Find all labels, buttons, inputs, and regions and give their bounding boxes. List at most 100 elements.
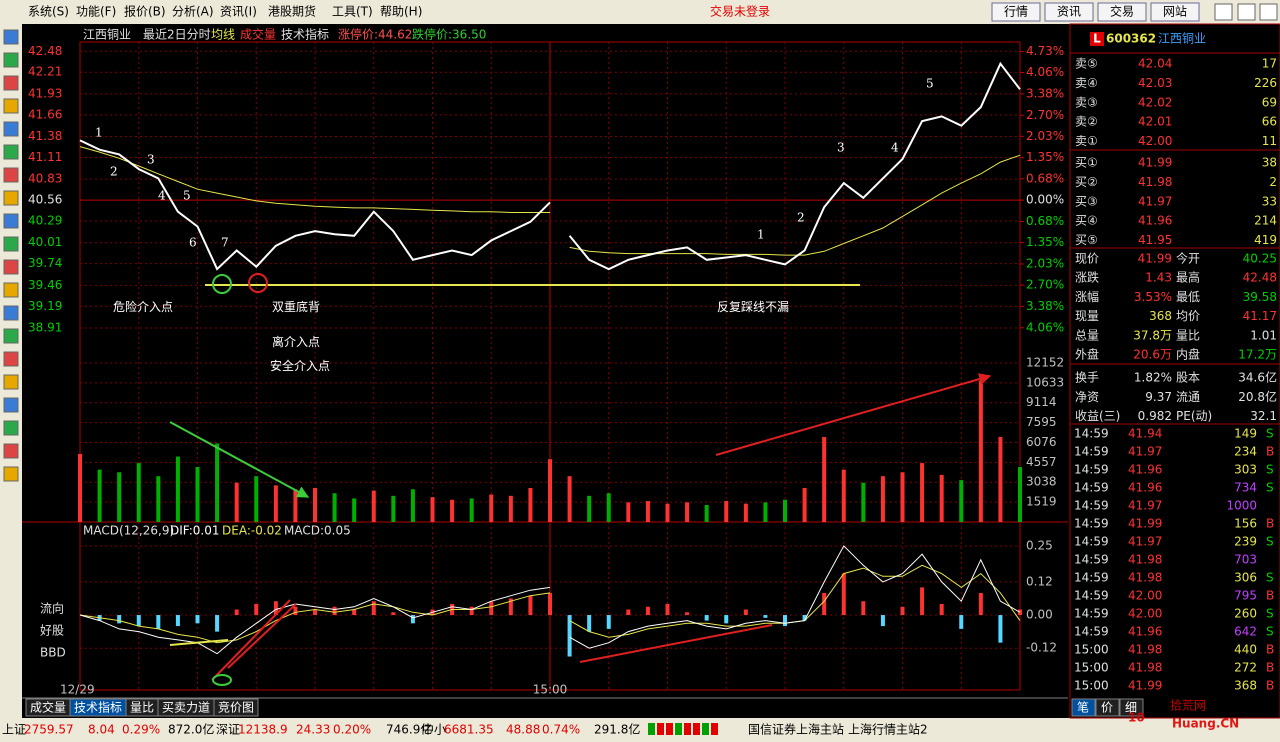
tool-icon[interactable]	[3, 121, 19, 137]
tool-icon[interactable]	[3, 282, 19, 298]
volume-bar	[508, 495, 513, 522]
stat-label: 流通	[1176, 390, 1200, 404]
side-label: BBD	[40, 646, 66, 660]
trend-arrow	[169, 421, 310, 498]
book-price: 41.96	[1138, 214, 1172, 228]
y2-tick-label: 0.68%	[1026, 214, 1064, 228]
volume-bar	[117, 472, 122, 522]
menu-item: 资讯(I)	[220, 5, 257, 19]
tool-icon[interactable]	[3, 397, 19, 413]
watermark: 10	[1128, 711, 1145, 725]
tick-price: 41.96	[1128, 463, 1162, 477]
tick-time: 14:59	[1074, 445, 1109, 459]
book-label: 卖②	[1075, 115, 1098, 129]
nav-button[interactable]	[991, 2, 1041, 22]
volume-bar	[489, 494, 494, 522]
volume-bar	[136, 463, 141, 522]
nav-button[interactable]	[1150, 2, 1200, 22]
trend-line	[227, 603, 297, 669]
macd-bar	[626, 609, 631, 616]
stat-value: 9.37	[1145, 390, 1172, 404]
tool-icon[interactable]	[3, 443, 19, 459]
tool-icon[interactable]	[3, 213, 19, 229]
nav-button[interactable]	[1044, 2, 1094, 22]
menu-item: 工具(T)	[332, 5, 373, 19]
stat-label: 股本	[1176, 371, 1200, 385]
tool-icon[interactable]	[3, 305, 19, 321]
macd-bar	[234, 609, 239, 616]
stat-label: 最低	[1176, 290, 1200, 304]
stat-value: 39.58	[1243, 290, 1277, 304]
macd-bar	[371, 601, 376, 616]
volume-bar	[978, 380, 983, 522]
y-tick-label: 42.48	[28, 44, 62, 58]
volume-bar	[293, 489, 298, 522]
quote-tab[interactable]	[1119, 698, 1144, 717]
annotation: 3	[147, 153, 155, 167]
tick-volume: 149	[1234, 427, 1257, 441]
tick-time: 14:59	[1074, 499, 1109, 513]
status-light	[657, 723, 664, 735]
stat-value: 41.17	[1243, 309, 1277, 323]
tab[interactable]	[213, 698, 259, 717]
status-item: 0.74%	[542, 723, 580, 737]
tick-time: 14:59	[1074, 607, 1109, 621]
y2-tick-label: 2.03%	[1026, 256, 1064, 270]
quote-tab[interactable]	[1071, 698, 1096, 717]
book-label: 买④	[1075, 214, 1098, 228]
volume-bar	[665, 503, 670, 522]
tool-icon[interactable]	[3, 144, 19, 160]
y-tick-label: 41.66	[28, 107, 62, 121]
y-tick-label: 40.56	[28, 193, 62, 207]
tool-icon[interactable]	[3, 98, 19, 114]
tick-volume: 368	[1234, 679, 1257, 693]
tool-icon[interactable]	[3, 75, 19, 91]
y-tick-label: 41.38	[28, 129, 62, 143]
stat-label: 最高	[1176, 270, 1200, 285]
indicator-label: 技术指标	[281, 27, 329, 42]
volume-bar	[78, 453, 82, 522]
book-volume: 38	[1262, 156, 1277, 170]
status-item: 国信证券上海主站	[748, 722, 844, 737]
tool-icon[interactable]	[3, 236, 19, 252]
tool-icon[interactable]	[3, 351, 19, 367]
macd-bar	[802, 615, 807, 621]
nav-button[interactable]	[1097, 2, 1147, 22]
tab-label: 技术指标	[74, 700, 122, 715]
tool-icon[interactable]	[3, 29, 19, 45]
tick-time: 14:59	[1074, 625, 1109, 639]
tool-icon[interactable]	[3, 328, 19, 344]
book-price: 42.04	[1138, 57, 1172, 71]
macd-dea: DEA:-0.02	[222, 524, 282, 538]
tool-icon[interactable]	[3, 52, 19, 68]
macd-bar	[508, 598, 513, 616]
volume-bar	[645, 501, 650, 522]
y2-tick-label: 4.06%	[1026, 320, 1064, 334]
tool-icon[interactable]	[3, 259, 19, 275]
status-item: 0.20%	[333, 723, 371, 737]
tool-icon[interactable]	[3, 466, 19, 482]
stat-label: 量比	[1176, 328, 1200, 342]
tick-price: 41.97	[1128, 499, 1162, 513]
volume-bar	[430, 497, 435, 522]
tool-icon[interactable]	[3, 167, 19, 183]
volume-bar	[841, 469, 846, 522]
macd-bar	[410, 615, 415, 624]
macd-bar	[743, 609, 748, 616]
stat-label: 涨幅	[1075, 289, 1099, 304]
tool-icon[interactable]	[3, 420, 19, 436]
window-control[interactable]	[1259, 3, 1278, 21]
status-item: 24.33	[296, 723, 330, 737]
quote-tab[interactable]	[1095, 698, 1120, 717]
tab-label: 竞价图	[218, 701, 254, 715]
stat-value: 1.82%	[1134, 371, 1172, 385]
volume-bar	[156, 476, 161, 522]
annotation: 1	[95, 126, 103, 140]
tool-icon[interactable]	[3, 190, 19, 206]
window-control[interactable]	[1237, 3, 1256, 21]
stat-value: 42.48	[1243, 271, 1277, 285]
annotation: 1	[757, 228, 765, 242]
tool-icon[interactable]	[3, 374, 19, 390]
window-control[interactable]	[1214, 3, 1233, 21]
y-tick-label: 40.01	[28, 235, 62, 249]
